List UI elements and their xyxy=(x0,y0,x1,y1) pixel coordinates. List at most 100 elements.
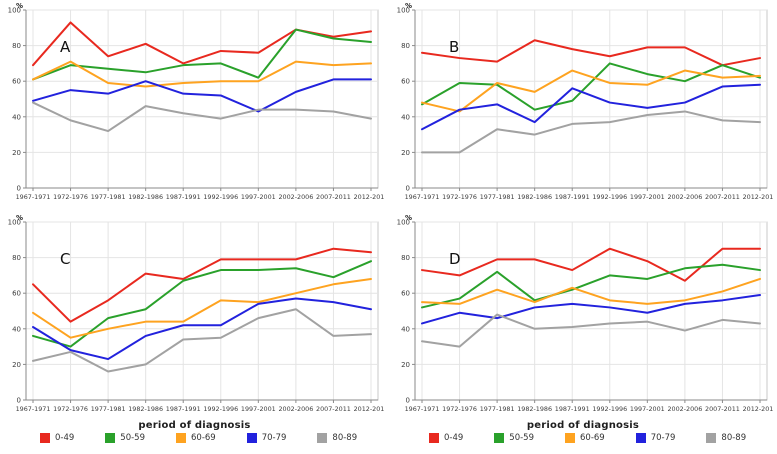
x-axis-title: period of diagnosis xyxy=(138,420,251,431)
x-tick-label: 1987-1991 xyxy=(555,405,590,413)
series-lines xyxy=(32,247,372,373)
x-tick-label: 1992-1996 xyxy=(203,193,238,201)
panel-grid: 0 20 40 60 80 100% 1967-1971 1972-1976 1977-1981… xyxy=(0,2,777,443)
panel-letter: B xyxy=(449,38,459,56)
x-tick-label: 1982-1986 xyxy=(517,405,552,413)
y-tick-label: 40 xyxy=(12,325,21,333)
series-line-50-59 xyxy=(421,263,761,309)
legend-swatch-50-59 xyxy=(105,433,116,443)
y-axis: 0 20 40 60 80 100% xyxy=(397,214,416,405)
chart-panel-c: 0 20 40 60 80 100% 1967-1971 1972-1976 1977-1981… xyxy=(0,214,389,443)
chart-panel-b: 0 20 40 60 80 100% 1967-1971 1972-1976 1977-1981… xyxy=(389,2,777,210)
series-line-50-59 xyxy=(32,28,372,81)
y-tick-label: 60 xyxy=(12,290,21,298)
x-tick-label: 2012-2016 xyxy=(743,405,773,413)
plot-area xyxy=(414,9,768,189)
chart-panel-a: 0 20 40 60 80 100% 1967-1971 1972-1976 1977-1981… xyxy=(0,2,389,210)
series-line-70-79 xyxy=(32,297,372,361)
chart-panel-d: 0 20 40 60 80 100% 1967-1971 1972-1976 1977-1981… xyxy=(389,214,777,443)
x-tick-label: 1977-1981 xyxy=(91,193,126,201)
y-tick-label: 80 xyxy=(401,254,410,262)
x-tick-label: 1997-2001 xyxy=(630,405,665,413)
legend-swatch-0-49 xyxy=(40,433,50,443)
y-tick-label: 80 xyxy=(12,42,21,50)
line-chart-c: 0 20 40 60 80 100% 1967-1971 1972-1976 1977-1981… xyxy=(8,214,384,413)
y-tick-label: 100 xyxy=(397,7,410,15)
x-tick-label: 1977-1981 xyxy=(91,405,126,413)
x-tick-label: 1997-2001 xyxy=(241,405,276,413)
x-tick-label: 2002-2006 xyxy=(667,405,702,413)
legend-label: 80-89 xyxy=(721,433,747,443)
panel-letter: A xyxy=(60,38,71,56)
x-tick-label: 2012-2016 xyxy=(354,193,384,201)
x-tick-label: 2002-2006 xyxy=(278,193,313,201)
x-tick-label: 1992-1996 xyxy=(592,193,627,201)
y-tick-label: 60 xyxy=(12,78,21,86)
x-axis: 1967-1971 1972-1976 1977-1981 1982-1986 1987… xyxy=(405,187,773,201)
x-tick-label: 1972-1976 xyxy=(442,193,477,201)
legend-swatch-80-89 xyxy=(706,433,717,443)
x-tick-label: 2007-2011 xyxy=(705,405,740,413)
legend-item-80-89: 80-89 xyxy=(706,433,746,443)
x-tick-label: 1967-1971 xyxy=(405,193,440,201)
y-tick-label: 20 xyxy=(12,149,21,157)
series-lines xyxy=(32,21,372,133)
y-axis: 0 20 40 60 80 100% xyxy=(8,2,27,193)
x-tick-label: 1967-1971 xyxy=(16,193,51,201)
y-tick-label: 20 xyxy=(12,361,21,369)
legend-label: 50-59 xyxy=(120,433,145,443)
panel-letter: C xyxy=(60,250,70,268)
legend-swatch-70-79 xyxy=(246,433,257,443)
series-line-80-89 xyxy=(32,101,372,133)
x-tick-label: 2007-2011 xyxy=(316,193,351,201)
y-tick-label: 40 xyxy=(401,325,410,333)
y-tick-label: 100 xyxy=(8,219,21,227)
legend-swatch-0-49 xyxy=(429,433,439,443)
y-axis-title: % xyxy=(16,214,23,222)
legend-item-50-59: 50-59 xyxy=(494,433,534,443)
y-tick-label: 0 xyxy=(406,185,410,193)
x-tick-label: 1967-1971 xyxy=(16,405,51,413)
legend-swatch-60-69 xyxy=(176,433,186,443)
y-axis-title: % xyxy=(16,2,23,10)
y-tick-label: 80 xyxy=(401,42,410,50)
x-tick-label: 1987-1991 xyxy=(166,405,201,413)
x-tick-label: 1972-1976 xyxy=(442,405,477,413)
line-chart-b: 0 20 40 60 80 100% 1967-1971 1972-1976 1977-1981… xyxy=(397,2,773,201)
line-chart-a: 0 20 40 60 80 100% 1967-1971 1972-1976 1977-1981… xyxy=(8,2,384,201)
legend-item-50-59: 50-59 xyxy=(105,433,145,443)
legend-label: 0-49 xyxy=(55,433,75,443)
x-tick-label: 1987-1991 xyxy=(166,193,201,201)
x-tick-label: 1997-2001 xyxy=(241,193,276,201)
series-line-0-49 xyxy=(421,39,761,67)
series-line-80-89 xyxy=(32,308,372,373)
gridlines xyxy=(415,221,767,400)
y-axis-title: % xyxy=(405,2,412,10)
gridlines xyxy=(26,221,378,400)
legend-item-70-79: 70-79 xyxy=(246,433,286,443)
line-chart-d: 0 20 40 60 80 100% 1967-1971 1972-1976 1977-1981… xyxy=(397,214,773,413)
legend-label: 60-69 xyxy=(191,433,216,443)
x-tick-label: 1987-1991 xyxy=(555,193,590,201)
legend-label: 0-49 xyxy=(444,433,464,443)
y-tick-label: 0 xyxy=(17,397,21,405)
y-tick-label: 20 xyxy=(401,149,410,157)
series-line-0-49 xyxy=(32,247,372,323)
legend-label: 80-89 xyxy=(332,433,358,443)
series-line-60-69 xyxy=(421,277,761,305)
x-axis: 1967-1971 1972-1976 1977-1981 1982-1986 1987… xyxy=(16,187,384,201)
legend-item-80-89: 80-89 xyxy=(317,433,357,443)
y-tick-label: 0 xyxy=(406,397,410,405)
y-tick-label: 40 xyxy=(12,113,21,121)
y-tick-label: 0 xyxy=(17,185,21,193)
plot-area xyxy=(25,9,379,189)
series-line-70-79 xyxy=(421,293,761,325)
legend: 0-49 50-59 60-69 70-79 80-89 xyxy=(0,433,389,443)
legend-item-60-69: 60-69 xyxy=(176,433,216,443)
legend: 0-49 50-59 60-69 70-79 80-89 xyxy=(389,433,777,443)
legend-swatch-50-59 xyxy=(494,433,505,443)
x-axis-title: period of diagnosis xyxy=(526,420,640,431)
y-tick-label: 60 xyxy=(401,290,410,298)
x-tick-label: 2012-2016 xyxy=(743,193,773,201)
x-axis: 1967-1971 1972-1976 1977-1981 1982-1986 1987… xyxy=(405,399,773,413)
